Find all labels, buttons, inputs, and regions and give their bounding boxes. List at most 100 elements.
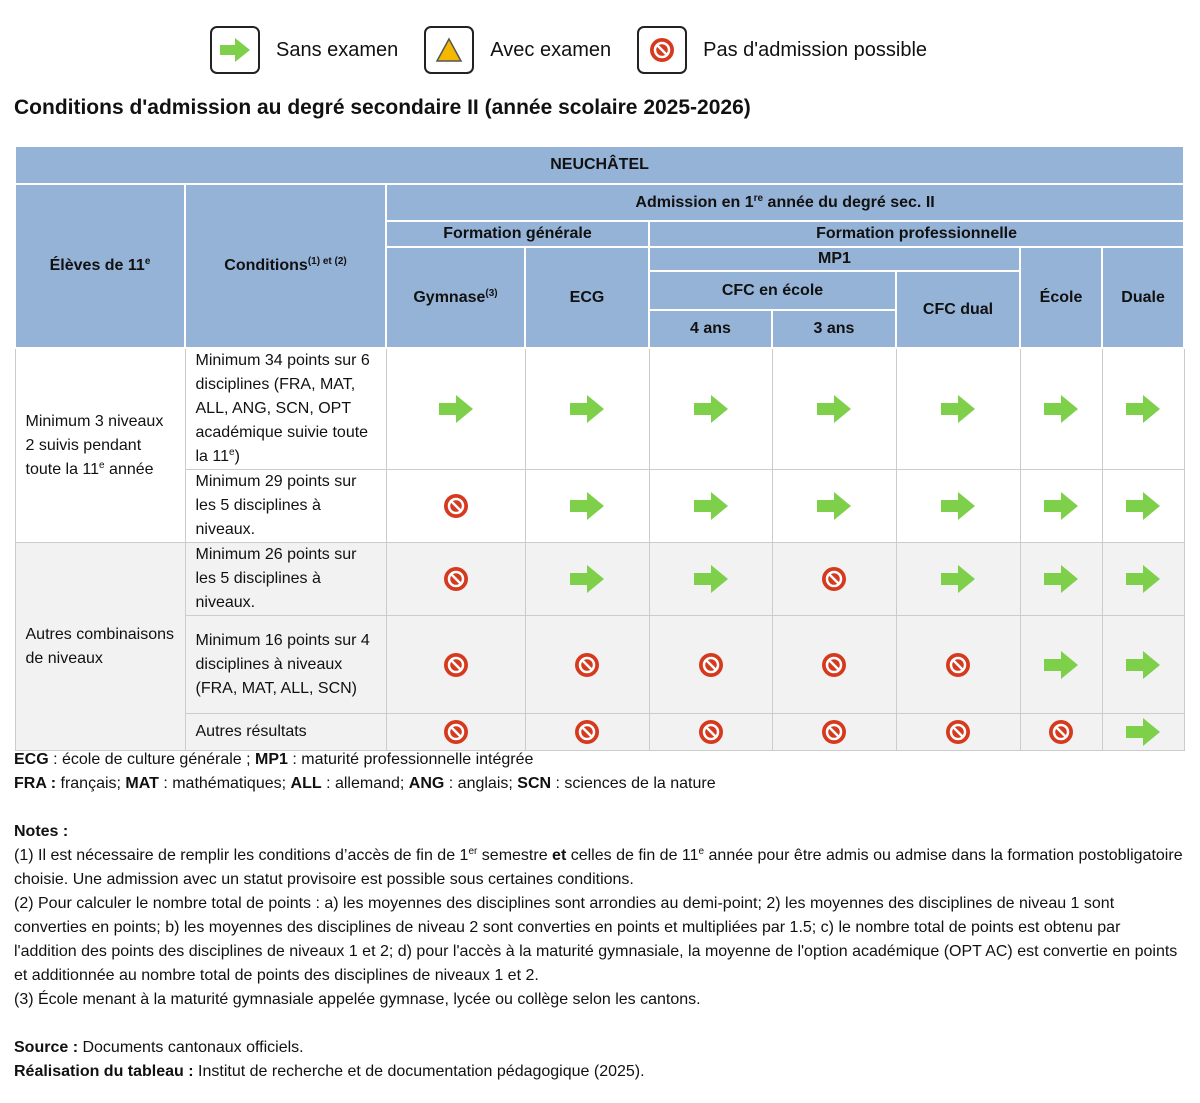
status-cell: [1101, 469, 1185, 543]
arrow-icon: [1126, 650, 1161, 679]
stop-icon: [822, 720, 846, 744]
status-cell: [1101, 542, 1185, 616]
text: ALL: [290, 775, 322, 792]
header-cell: Gymnase(3): [385, 246, 526, 349]
group-cell: Minimum 3 niveaux 2 suivis pendant toute…: [14, 347, 186, 543]
legend-icon: [210, 26, 260, 74]
header-cell: MP1: [648, 246, 1021, 272]
legend-icon: [424, 26, 475, 74]
status-cell: [1019, 615, 1103, 714]
note: (2) Pour calculer le nombre total de poi…: [14, 895, 1178, 984]
condition-cell: Minimum 34 points sur 6 disciplines (FRA…: [184, 347, 387, 470]
text: semestre: [477, 847, 553, 864]
admission-table: NEUCHÂTEL Élèves de 11e Conditions(1) et …: [13, 145, 1186, 751]
header-cell: Formation professionnelle: [647, 220, 1186, 248]
status-cell: [524, 347, 650, 470]
status-cell: [895, 347, 1021, 470]
stop-icon: [946, 720, 970, 744]
status-cell: [524, 469, 650, 543]
status-cell: [1019, 542, 1103, 616]
abbreviations: ECG : école de culture générale ; MP1 : …: [14, 748, 1186, 772]
stop-icon: [946, 652, 970, 677]
header-cell: Admission en 1re année du degré sec. II: [384, 183, 1186, 222]
legend-label: Sans examen: [276, 38, 399, 61]
header-cell: 3 ans: [771, 309, 897, 349]
text: : mathématiques;: [158, 775, 291, 792]
arrow-icon: [570, 565, 604, 593]
status-cell: [385, 469, 526, 543]
status-cell: [1019, 347, 1103, 470]
text: (1) Il est nécessaire de remplir les con…: [14, 847, 469, 864]
status-cell: [771, 347, 897, 470]
arrow-icon: [1126, 718, 1161, 746]
header-cell: Conditions(1) et (2): [184, 183, 387, 349]
text: Élèves de 11: [49, 257, 145, 274]
header-cell: Duale: [1100, 246, 1186, 349]
status-cell: [385, 615, 526, 714]
header-cell: NEUCHÂTEL: [13, 145, 1186, 185]
arrow-icon: [438, 395, 473, 423]
text: ECG: [14, 751, 49, 768]
stop-icon: [698, 720, 723, 744]
arrow-icon: [1044, 565, 1078, 593]
credit: Réalisation du tableau : Institut de rec…: [14, 1060, 1186, 1084]
superscript: e: [229, 447, 235, 458]
text: : anglais;: [444, 775, 518, 792]
triangle-icon: [436, 37, 463, 62]
status-cell: [648, 713, 773, 751]
group-cell: Autres combinaisons de niveaux: [14, 542, 186, 751]
arrow-icon: [693, 395, 728, 423]
arrow-icon: [1044, 492, 1078, 520]
header-cell: CFC en école: [648, 270, 897, 311]
status-cell: [895, 542, 1021, 616]
superscript: re: [753, 192, 764, 204]
text: : sciences de la nature: [551, 775, 716, 792]
text: : allemand;: [321, 775, 409, 792]
status-cell: [648, 615, 773, 714]
text: SCN: [517, 775, 552, 792]
status-cell: [648, 469, 773, 543]
arrow-icon: [570, 395, 604, 423]
header-cell: 4 ans: [648, 309, 773, 349]
arrow-icon: [693, 565, 728, 593]
stop-icon: [822, 652, 846, 677]
status-cell: [895, 615, 1021, 714]
source: Source : Documents cantonaux officiels.: [14, 1036, 1186, 1060]
text: Institut de recherche et de documentatio…: [193, 1063, 645, 1080]
text: français;: [56, 775, 126, 792]
superscript: (3): [485, 287, 498, 299]
arrow-icon: [1126, 492, 1161, 520]
stop-icon: [575, 652, 599, 677]
text: Conditions: [224, 257, 308, 274]
arrow-icon: [941, 395, 975, 423]
condition-cell: Autres résultats: [184, 713, 387, 751]
stop-icon: [443, 652, 468, 677]
text: celles de fin de 11: [566, 847, 699, 864]
status-cell: [895, 713, 1021, 751]
condition-cell: Minimum 26 points sur les 5 disciplines …: [184, 542, 387, 616]
note: (1) Il est nécessaire de remplir les con…: [14, 844, 1186, 892]
status-cell: [771, 615, 897, 714]
header-cell: CFC dual: [895, 270, 1021, 349]
legend-label: Avec examen: [490, 38, 612, 61]
status-cell: [648, 347, 773, 470]
condition-cell: Minimum 29 points sur les 5 disciplines …: [184, 469, 387, 543]
stop-icon: [698, 652, 723, 677]
superscript: e: [144, 256, 151, 267]
footnotes: ECG : école de culture générale ; MP1 : …: [14, 748, 1186, 1084]
status-cell: [1019, 713, 1103, 751]
text: année pour être admis ou admise dans la …: [14, 847, 1183, 888]
notes-heading: Notes :: [14, 820, 1186, 844]
status-cell: [895, 469, 1021, 543]
status-cell: [385, 542, 526, 616]
text: Documents cantonaux officiels.: [78, 1039, 304, 1056]
arrow-icon: [1044, 650, 1078, 679]
stop-icon: [575, 720, 599, 744]
status-cell: [385, 347, 526, 470]
status-cell: [524, 713, 650, 751]
arrow-icon: [817, 395, 851, 423]
text: Minimum 34 points sur 6 disciplines (FRA…: [195, 352, 370, 465]
status-cell: [524, 615, 650, 714]
arrow-icon: [1126, 565, 1161, 593]
stop-icon: [822, 567, 846, 591]
